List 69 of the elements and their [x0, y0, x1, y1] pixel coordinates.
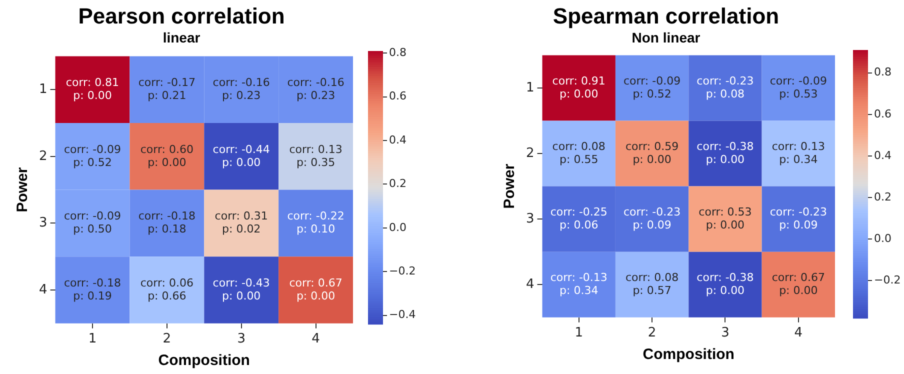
data-label: corr: -0.16 p: 0.23: [287, 76, 344, 102]
data-label: corr: 0.67 p: 0.00: [289, 276, 342, 302]
data-label: corr: -0.09 p: 0.52: [64, 142, 122, 169]
x-tick-label: 4: [312, 332, 320, 347]
color-bar-label: 0.6: [389, 90, 406, 103]
data-label: corr: 0.13 p: 0.34: [772, 140, 825, 166]
data-label: corr: 0.53 p: 0.00: [698, 205, 752, 232]
y-tick-label: 1: [526, 80, 534, 96]
y-axis-title: Power: [501, 164, 518, 209]
x-tick-label: 3: [721, 326, 730, 341]
data-label: corr: -0.09 p: 0.50: [64, 210, 122, 236]
data-label: corr: -0.09 p: 0.53: [770, 74, 827, 100]
chart-subtitle: Non linear: [632, 30, 701, 46]
color-bar-label: 0.6: [874, 107, 892, 120]
color-bar-label: −0.4: [389, 308, 416, 322]
data-label: corr: -0.38 p: 0.00: [696, 140, 754, 166]
data-label: corr: -0.25 p: 0.06: [550, 205, 608, 232]
x-tick-label: 2: [648, 326, 656, 341]
color-bar-label: 0.8: [389, 46, 406, 60]
chart-title: Pearson correlation: [78, 3, 285, 28]
data-label: corr: 0.67 p: 0.00: [772, 270, 825, 297]
data-label: corr: -0.18 p: 0.19: [64, 276, 122, 302]
color-bar-label: 0.2: [874, 190, 892, 204]
data-label: corr: -0.23 p: 0.09: [770, 205, 827, 232]
color-bar-label: −0.2: [874, 273, 901, 286]
y-axis-title: Power: [14, 167, 32, 212]
x-tick-label: 1: [574, 326, 584, 341]
color-bar-label: 0.8: [874, 66, 892, 79]
x-tick-label: 2: [162, 332, 172, 347]
data-label: corr: 0.81 p: 0.00: [66, 76, 120, 102]
data-label: corr: -0.09 p: 0.52: [623, 74, 681, 100]
chart-subtitle: linear: [162, 30, 201, 46]
color-bar-label: 0.0: [389, 220, 406, 234]
data-label: corr: 0.91 p: 0.00: [552, 74, 606, 100]
chart-title: Spearman correlation: [552, 3, 780, 28]
x-axis-title: Composition: [642, 346, 734, 364]
x-tick-label: 1: [88, 332, 97, 347]
y-tick-label: 3: [38, 216, 48, 231]
y-tick-label: 4: [526, 277, 534, 292]
data-label: corr: -0.22 p: 0.10: [287, 210, 344, 236]
data-label: corr: 0.31 p: 0.02: [214, 210, 268, 236]
data-label: corr: 0.60 p: 0.00: [140, 142, 194, 169]
x-axis-title: Composition: [158, 352, 250, 370]
data-label: corr: -0.16 p: 0.23: [212, 76, 270, 102]
data-label: corr: 0.08 p: 0.57: [625, 270, 679, 297]
color-bar-label: 0.2: [389, 177, 406, 190]
data-label: corr: -0.23 p: 0.08: [696, 74, 754, 100]
y-tick-label: 4: [38, 282, 48, 298]
data-label: corr: -0.23 p: 0.09: [623, 205, 681, 232]
y-tick-label: 2: [526, 146, 534, 161]
data-label: corr: 0.06 p: 0.66: [140, 276, 194, 302]
color-bar-label: 0.4: [389, 133, 406, 146]
data-label: corr: 0.13 p: 0.35: [289, 142, 342, 169]
y-tick-label: 3: [526, 211, 534, 226]
x-tick-label: 4: [794, 326, 803, 341]
data-label: corr: -0.44 p: 0.00: [212, 142, 270, 169]
color-bar-label: 0.0: [874, 232, 892, 245]
data-label: corr: 0.08 p: 0.55: [552, 140, 606, 166]
y-tick-label: 2: [38, 148, 48, 164]
data-label: corr: -0.18 p: 0.18: [138, 210, 196, 236]
data-label: corr: 0.59 p: 0.00: [625, 140, 679, 166]
color-bar-label: −0.2: [389, 264, 416, 278]
data-label: corr: -0.43 p: 0.00: [212, 276, 270, 302]
y-tick-label: 1: [38, 82, 48, 97]
x-tick-label: 3: [237, 332, 246, 347]
data-label: corr: -0.17 p: 0.21: [138, 76, 196, 102]
data-label: corr: -0.13 p: 0.34: [550, 270, 608, 297]
data-label: corr: -0.38 p: 0.00: [696, 270, 754, 297]
color-bar-label: 0.4: [874, 148, 892, 162]
